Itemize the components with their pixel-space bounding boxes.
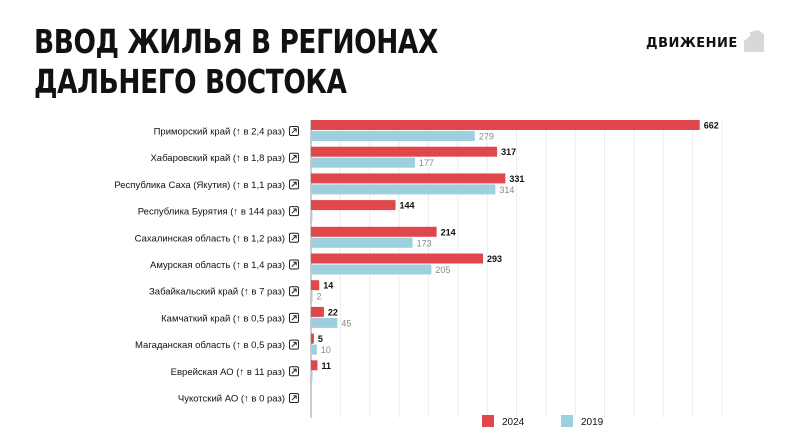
external-link-icon-frame bbox=[289, 286, 299, 297]
category-label: Республика Саха (Якутия) (↑ в 1,1 раз) bbox=[114, 180, 285, 191]
external-link-icon bbox=[289, 259, 299, 270]
value-label-2019: 279 bbox=[479, 132, 494, 142]
category-label: Амурская область (↑ в 1,4 раз) bbox=[150, 260, 285, 271]
external-link-icon-frame bbox=[289, 126, 299, 136]
external-link-icon-arrow bbox=[291, 368, 297, 374]
value-label-2024: 11 bbox=[321, 361, 331, 371]
category-label: Приморский край (↑ в 2,4 раз) bbox=[154, 127, 285, 138]
legend-label-2024: 2024 bbox=[502, 417, 525, 428]
external-link-icon bbox=[289, 312, 299, 323]
value-label-2019: 205 bbox=[435, 265, 450, 275]
category-label: Чукотский АО (↑ в 0 раз) bbox=[178, 394, 285, 405]
value-label-2019: 10 bbox=[321, 345, 331, 355]
bar-2024 bbox=[311, 253, 484, 264]
external-link-icon-arrow bbox=[291, 395, 297, 401]
bar-2019 bbox=[311, 184, 496, 195]
title-line-2: ДАЛЬНЕГО ВОСТОКА bbox=[34, 62, 347, 101]
title-line-1: ВВОД ЖИЛЬЯ В РЕГИОНАХ bbox=[34, 22, 438, 61]
external-link-icon bbox=[289, 393, 299, 403]
bar-2019 bbox=[311, 211, 313, 222]
bar-2024 bbox=[311, 280, 320, 291]
external-link-icon bbox=[289, 152, 299, 163]
external-link-icon-arrow bbox=[291, 155, 297, 161]
external-link-icon-frame bbox=[289, 232, 299, 243]
legend-swatch-2024 bbox=[482, 415, 494, 427]
category-label: Хабаровский край (↑ в 1,8 раз) bbox=[150, 153, 285, 164]
external-link-icon-arrow bbox=[291, 181, 297, 187]
external-link-icon bbox=[289, 339, 299, 350]
external-link-icon-frame bbox=[289, 393, 299, 403]
bar-2024 bbox=[311, 333, 314, 344]
external-link-icon bbox=[289, 366, 299, 377]
value-label-2024: 5 bbox=[318, 334, 323, 344]
external-link-icon-frame bbox=[289, 259, 299, 270]
page-title: ВВОД ЖИЛЬЯ В РЕГИОНАХ ДАЛЬНЕГО ВОСТОКА bbox=[34, 22, 438, 102]
value-label-2019: 173 bbox=[417, 238, 432, 248]
value-label-2024: 144 bbox=[400, 201, 415, 211]
bar-2019 bbox=[311, 317, 338, 328]
external-link-icon-arrow bbox=[291, 315, 297, 321]
building-icon bbox=[743, 30, 764, 52]
value-label-2024: 331 bbox=[509, 174, 524, 184]
value-label-2024: 14 bbox=[323, 281, 333, 291]
category-label: Камчаткий край (↑ в 0,5 раз) bbox=[161, 313, 285, 324]
bar-2019 bbox=[311, 344, 317, 355]
external-link-icon bbox=[289, 286, 299, 297]
external-link-icon-arrow bbox=[291, 288, 297, 294]
value-label-2024: 22 bbox=[328, 307, 338, 317]
bar-2019 bbox=[311, 371, 313, 382]
bar-2024 bbox=[311, 226, 437, 237]
brand-logo: ДВИЖЕНИЕ bbox=[646, 30, 764, 52]
bar-2024 bbox=[311, 120, 700, 130]
category-label: Магаданская область (↑ в 0,5 раз) bbox=[135, 340, 285, 351]
value-label-2019: 314 bbox=[499, 185, 514, 195]
external-link-icon-arrow bbox=[291, 341, 297, 348]
category-label: Республика Бурятия (↑ в 144 раз) bbox=[138, 207, 285, 218]
bar-2024 bbox=[311, 360, 318, 371]
legend-label-2019: 2019 bbox=[581, 417, 604, 428]
external-link-icon-arrow bbox=[291, 128, 297, 134]
external-link-icon bbox=[289, 179, 299, 190]
category-label: Забайкальский край (↑ в 7 раз) bbox=[149, 287, 285, 298]
bar-2019 bbox=[311, 264, 432, 275]
value-label-2024: 293 bbox=[487, 254, 502, 264]
bar-2019 bbox=[311, 131, 475, 141]
bar-2019 bbox=[311, 157, 415, 168]
external-link-icon-frame bbox=[289, 206, 299, 217]
value-label-2019: 177 bbox=[419, 158, 434, 168]
external-link-icon bbox=[289, 206, 299, 217]
external-link-icon-frame bbox=[289, 312, 299, 323]
bar-2024 bbox=[311, 200, 396, 211]
external-link-icon bbox=[289, 232, 299, 243]
value-label-2024: 662 bbox=[704, 121, 719, 131]
bar-2019 bbox=[311, 237, 413, 248]
bar-2019 bbox=[311, 291, 313, 302]
value-label-2024: 214 bbox=[441, 227, 456, 237]
external-link-icon-frame bbox=[289, 366, 299, 377]
external-link-icon bbox=[289, 126, 299, 136]
external-link-icon-arrow bbox=[291, 235, 297, 241]
external-link-icon-arrow bbox=[291, 261, 297, 268]
category-label: Сахалинская область (↑ в 1,2 раз) bbox=[135, 233, 285, 244]
external-link-icon-arrow bbox=[291, 208, 297, 214]
category-label: Еврейская АО (↑ в 11 раз) bbox=[171, 367, 285, 378]
value-label-2024: 317 bbox=[501, 147, 516, 157]
external-link-icon-frame bbox=[289, 179, 299, 190]
external-link-icon-frame bbox=[289, 339, 299, 350]
external-link-icon-frame bbox=[289, 152, 299, 163]
bar-2024 bbox=[311, 173, 506, 184]
value-label-2019: 45 bbox=[341, 318, 351, 328]
bar-2024 bbox=[311, 306, 324, 317]
legend-swatch-2019 bbox=[561, 415, 573, 427]
value-label-2019: 2 bbox=[317, 292, 322, 302]
brand-name: ДВИЖЕНИЕ bbox=[646, 36, 738, 51]
bar-2024 bbox=[311, 146, 498, 157]
